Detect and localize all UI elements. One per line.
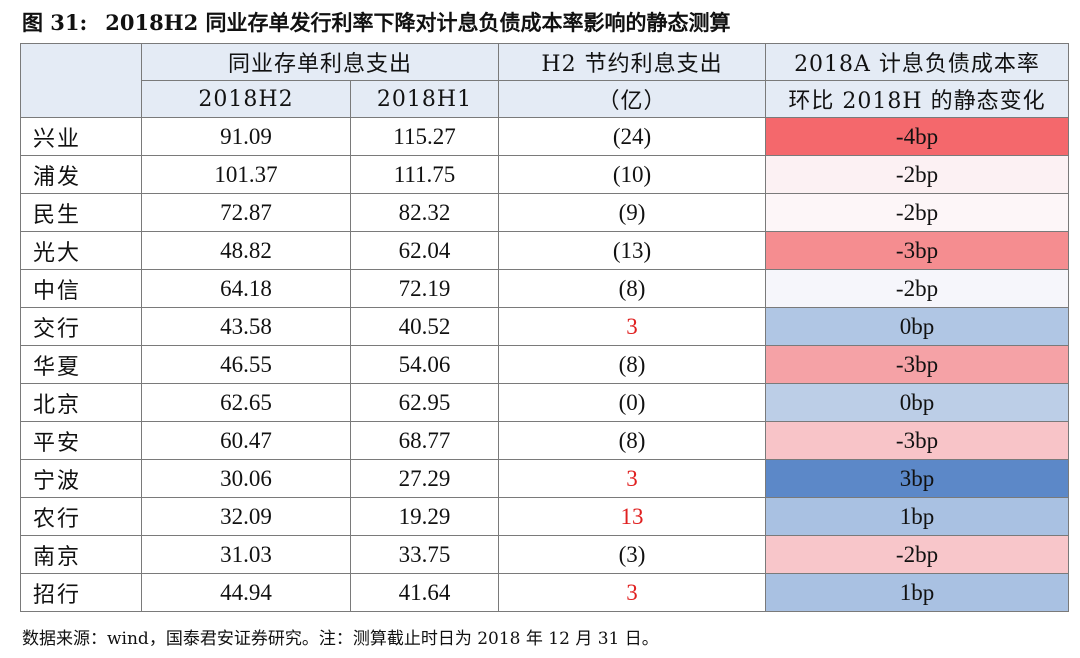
interest-2018h1-cell: 68.77 [350,421,499,460]
h2-saving-cell: 13 [498,497,766,536]
bank-cost-table: 同业存单利息支出 H2 节约利息支出 2018A 计息负债成本率 2018H2 … [20,43,1069,612]
table-row: 兴业 91.09 115.27 (24) -4bp [20,117,1069,156]
h2-saving-cell: (24) [498,117,766,156]
bank-name-cell: 浦发 [20,155,142,194]
header-h2-saving: H2 节约利息支出 [498,43,766,81]
table-row: 北京 62.65 62.95 (0) 0bp [20,383,1069,422]
header-2018h2: 2018H2 [141,80,351,118]
header-interbank-interest: 同业存单利息支出 [141,43,499,81]
bank-name-cell: 招行 [20,573,142,612]
h2-saving-cell: (8) [498,269,766,308]
interest-2018h1-cell: 72.19 [350,269,499,308]
interest-2018h2-cell: 101.37 [141,155,351,194]
bank-name-cell: 北京 [20,383,142,422]
header-cost-change: 2018A 计息负债成本率 [765,43,1069,81]
interest-2018h2-cell: 64.18 [141,269,351,308]
h2-saving-cell: (9) [498,193,766,232]
interest-2018h2-cell: 30.06 [141,459,351,498]
bank-name-cell: 交行 [20,307,142,346]
h2-saving-cell: 3 [498,307,766,346]
bank-name-cell: 民生 [20,193,142,232]
bank-name-cell: 华夏 [20,345,142,384]
bank-name-cell: 光大 [20,231,142,270]
cost-change-cell: -3bp [765,345,1069,384]
interest-2018h2-cell: 72.87 [141,193,351,232]
interest-2018h2-cell: 91.09 [141,117,351,156]
table-row: 招行 44.94 41.64 3 1bp [20,573,1069,612]
cost-change-cell: 1bp [765,573,1069,612]
header-2018h1: 2018H1 [350,80,499,118]
header-h2-saving-unit: （亿） [498,80,766,118]
table-row: 交行 43.58 40.52 3 0bp [20,307,1069,346]
cost-change-cell: 0bp [765,307,1069,346]
interest-2018h2-cell: 46.55 [141,345,351,384]
interest-2018h2-cell: 32.09 [141,497,351,536]
interest-2018h1-cell: 111.75 [350,155,499,194]
bank-name-cell: 中信 [20,269,142,308]
h2-saving-cell: (13) [498,231,766,270]
source-note: 数据来源：wind，国泰君安证券研究。注：测算截止时日为 2018 年 12 月… [22,629,659,649]
table-row: 宁波 30.06 27.29 3 3bp [20,459,1069,498]
figure-title: 图 31: 2018H2 同业存单发行利率下降对计息负债成本率影响的静态测算 [22,6,731,40]
h2-saving-cell: (0) [498,383,766,422]
interest-2018h2-cell: 48.82 [141,231,351,270]
table-row: 浦发 101.37 111.75 (10) -2bp [20,155,1069,194]
h2-saving-cell: (3) [498,535,766,574]
cost-change-cell: -2bp [765,535,1069,574]
h2-saving-cell: 3 [498,459,766,498]
figure-title-text: 2018H2 同业存单发行利率下降对计息负债成本率影响的静态测算 [105,10,731,35]
interest-2018h2-cell: 43.58 [141,307,351,346]
cost-change-cell: -4bp [765,117,1069,156]
interest-2018h1-cell: 62.95 [350,383,499,422]
cost-change-cell: -3bp [765,421,1069,460]
interest-2018h2-cell: 31.03 [141,535,351,574]
bank-name-cell: 平安 [20,421,142,460]
header-bank-blank [20,43,142,118]
table-row: 华夏 46.55 54.06 (8) -3bp [20,345,1069,384]
cost-change-cell: 1bp [765,497,1069,536]
table-row: 民生 72.87 82.32 (9) -2bp [20,193,1069,232]
cost-change-cell: -2bp [765,193,1069,232]
table-row: 平安 60.47 68.77 (8) -3bp [20,421,1069,460]
h2-saving-cell: 3 [498,573,766,612]
cost-change-cell: -3bp [765,231,1069,270]
h2-saving-cell: (8) [498,421,766,460]
interest-2018h1-cell: 54.06 [350,345,499,384]
table-row: 光大 48.82 62.04 (13) -3bp [20,231,1069,270]
bank-name-cell: 宁波 [20,459,142,498]
figure-label: 图 31: [22,10,88,35]
interest-2018h1-cell: 27.29 [350,459,499,498]
cost-change-cell: 3bp [765,459,1069,498]
interest-2018h1-cell: 82.32 [350,193,499,232]
bank-name-cell: 农行 [20,497,142,536]
interest-2018h1-cell: 19.29 [350,497,499,536]
interest-2018h2-cell: 44.94 [141,573,351,612]
header-cost-change-detail: 环比 2018H 的静态变化 [765,80,1069,118]
interest-2018h1-cell: 41.64 [350,573,499,612]
cost-change-cell: -2bp [765,155,1069,194]
bank-name-cell: 南京 [20,535,142,574]
h2-saving-cell: (8) [498,345,766,384]
cost-change-cell: 0bp [765,383,1069,422]
interest-2018h1-cell: 40.52 [350,307,499,346]
h2-saving-cell: (10) [498,155,766,194]
interest-2018h1-cell: 62.04 [350,231,499,270]
cost-change-cell: -2bp [765,269,1069,308]
interest-2018h2-cell: 60.47 [141,421,351,460]
interest-2018h1-cell: 115.27 [350,117,499,156]
table-row: 中信 64.18 72.19 (8) -2bp [20,269,1069,308]
interest-2018h1-cell: 33.75 [350,535,499,574]
bank-name-cell: 兴业 [20,117,142,156]
table-row: 南京 31.03 33.75 (3) -2bp [20,535,1069,574]
interest-2018h2-cell: 62.65 [141,383,351,422]
table-row: 农行 32.09 19.29 13 1bp [20,497,1069,536]
